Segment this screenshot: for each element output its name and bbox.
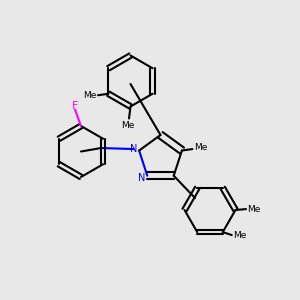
Text: Me: Me (233, 231, 247, 240)
Text: Me: Me (83, 91, 96, 100)
Text: F: F (72, 101, 78, 111)
Text: N: N (138, 173, 146, 183)
Text: Me: Me (248, 205, 261, 214)
Text: N: N (130, 144, 137, 154)
Text: Me: Me (194, 143, 207, 152)
Text: Me: Me (121, 122, 134, 130)
